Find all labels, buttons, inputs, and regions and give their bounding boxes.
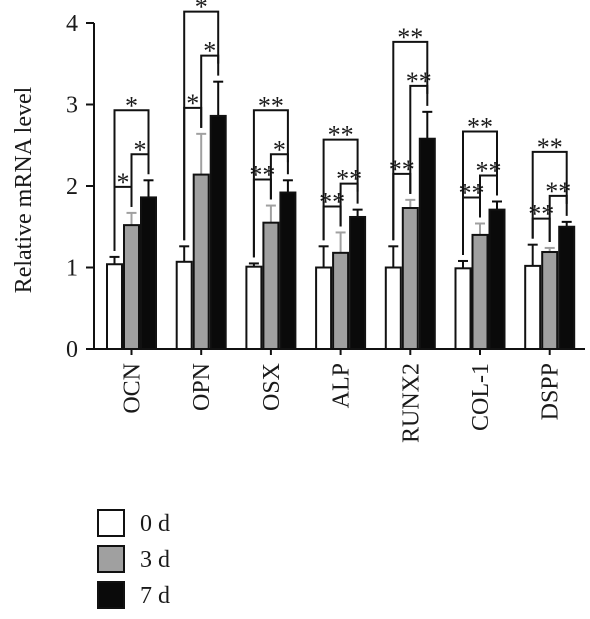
y-tick-label: 0 [66, 337, 78, 363]
bars [106, 80, 576, 351]
bar [401, 207, 419, 350]
significance-bracket: * [130, 135, 150, 207]
significance-bracket: ** [462, 112, 498, 255]
significance-label: ** [397, 23, 423, 52]
bar [262, 221, 280, 350]
bracket-line [130, 153, 150, 207]
significance-bracket: * [200, 37, 220, 128]
bar [524, 264, 542, 350]
bar [488, 208, 506, 350]
significance-label: * [117, 168, 130, 197]
bar [418, 137, 436, 350]
bracket-line [183, 10, 220, 241]
legend-item: 7 d [97, 581, 170, 609]
bracket-line [531, 150, 568, 239]
significance-bracket: * [183, 0, 220, 241]
y-axis-title: Relative mRNA level [11, 86, 37, 293]
bar [192, 173, 210, 350]
bracket-line [322, 138, 359, 241]
significance-bracket: ** [392, 23, 429, 241]
significance-label: * [203, 37, 216, 66]
significance-brackets: *********************************** [113, 0, 571, 258]
bracket-line [392, 40, 429, 241]
bar [315, 266, 333, 350]
legend-swatch [97, 545, 125, 573]
bar [332, 251, 350, 350]
bracket-line [200, 54, 220, 128]
x-tick-label: RUNX2 [398, 363, 424, 443]
bar [279, 191, 297, 350]
x-tick-label: OPN [189, 363, 215, 411]
significance-label: ** [258, 91, 284, 120]
bracket-line [252, 109, 289, 258]
axes: 0 1 2 3 4 Relative mRNA level OCN OPN OSX ALP RUNX… [11, 11, 585, 443]
bracket-line [339, 182, 359, 227]
significance-label: ** [328, 121, 354, 150]
bar [558, 225, 576, 350]
significance-label: ** [467, 112, 493, 141]
y-tick-label: 4 [66, 11, 78, 37]
x-tick-label: OSX [259, 363, 285, 411]
significance-bracket: * [269, 135, 289, 200]
legend-swatch [97, 581, 125, 609]
legend: 0 d 3 d 7 d [97, 509, 170, 609]
x-tick-label: OCN [120, 363, 146, 414]
x-tick-label: COL-1 [468, 363, 494, 431]
bar [175, 260, 193, 351]
x-tick-label: ALP [329, 363, 355, 408]
legend-label: 3 d [140, 547, 170, 573]
y-tick-label: 3 [66, 93, 78, 119]
significance-label: ** [537, 133, 563, 162]
bracket-line [409, 84, 429, 194]
bar [140, 196, 157, 350]
y-tick-label: 2 [66, 174, 78, 200]
y-tick-label: 1 [66, 256, 78, 282]
legend-label: 7 d [140, 583, 170, 609]
significance-bracket: ** [252, 91, 289, 258]
significance-bracket: * [113, 91, 150, 251]
significance-label: * [273, 135, 286, 164]
significance-bracket: ** [322, 121, 359, 241]
bar [541, 251, 559, 350]
significance-label: * [195, 0, 208, 22]
bracket-line [462, 130, 498, 255]
bar [123, 224, 140, 350]
legend-item: 3 d [97, 545, 170, 573]
bracket-line [548, 194, 568, 242]
bar [245, 265, 263, 350]
x-tick-label: DSPP [538, 363, 564, 420]
significance-bracket: ** [531, 133, 568, 239]
bracket-line [113, 109, 150, 251]
legend-swatch [97, 509, 125, 537]
significance-label: * [186, 89, 199, 118]
bar [384, 266, 402, 350]
significance-label: * [134, 135, 147, 164]
legend-label: 0 d [140, 511, 170, 537]
significance-label: * [125, 91, 138, 120]
bar [471, 233, 489, 350]
bar [454, 267, 472, 350]
legend-item: 0 d [97, 509, 170, 537]
bar [349, 215, 367, 350]
bracket-line [479, 174, 498, 218]
bar [106, 263, 123, 350]
bar [209, 114, 227, 350]
bracket-line [269, 153, 289, 200]
